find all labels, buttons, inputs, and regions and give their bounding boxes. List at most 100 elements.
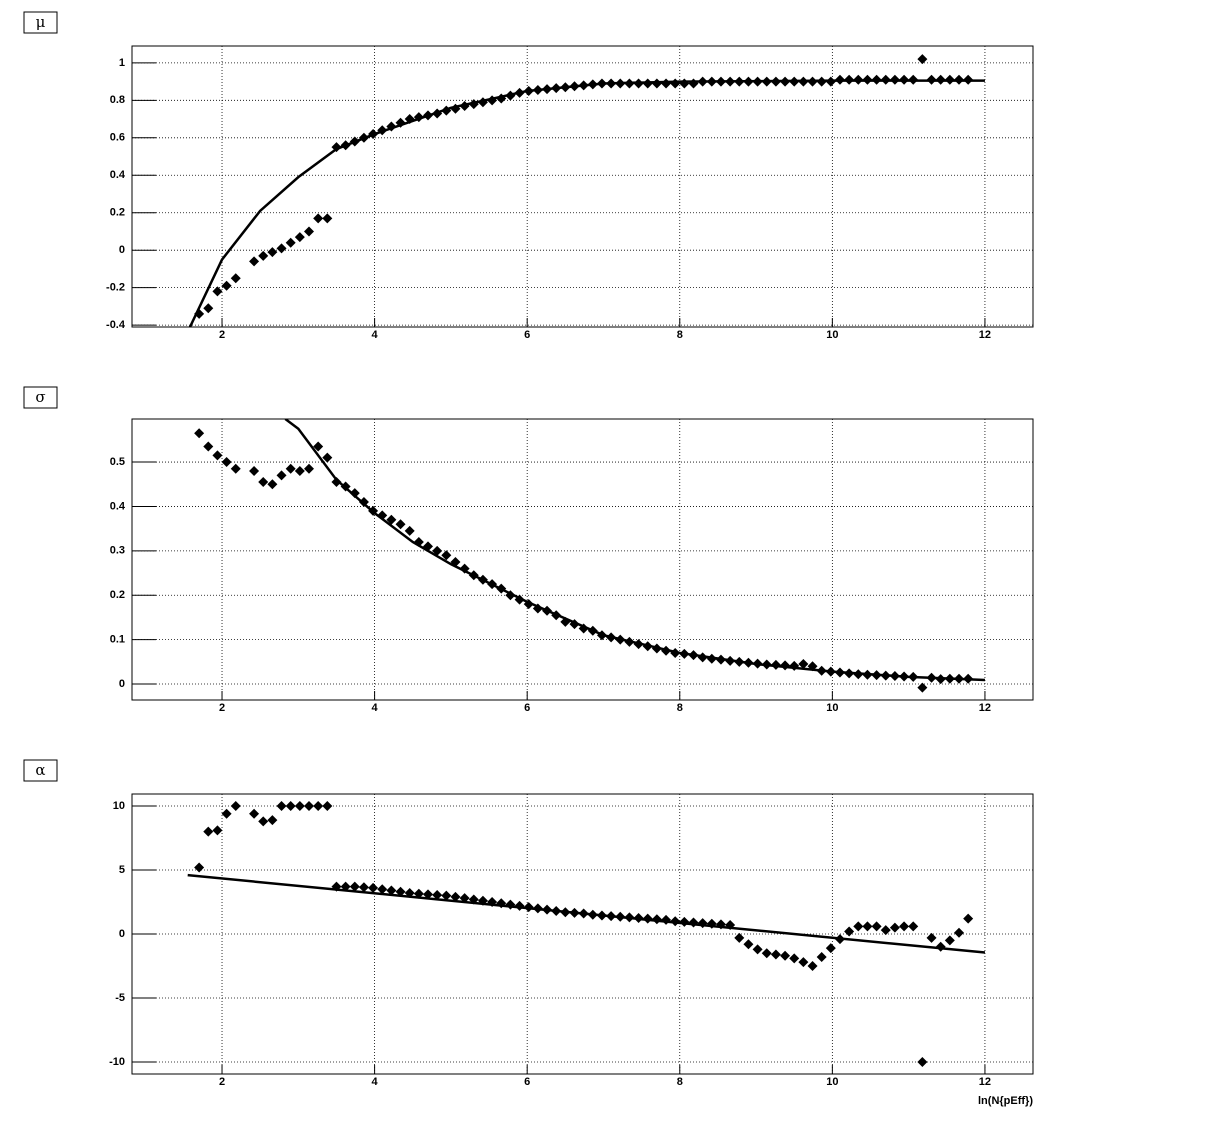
data-point [505,590,516,601]
data-point [899,921,910,932]
data-point [459,563,470,574]
data-point [322,452,333,463]
data-point [294,232,305,243]
data-point [825,943,836,954]
data-point [258,477,269,488]
x-tick-label: 2 [219,1076,225,1088]
data-point [715,654,726,665]
data-point [596,910,607,921]
data-point [368,129,379,140]
data-point [844,668,855,679]
data-point [578,80,589,91]
data-point [487,579,498,590]
data-point [761,948,772,959]
data-point [606,911,617,922]
data-point [752,658,763,669]
data-point [624,78,635,89]
data-point [532,903,543,914]
data-point [642,641,653,652]
data-point [935,74,946,85]
data-point [816,952,827,963]
data-point [679,648,690,659]
data-point [834,74,845,85]
data-point [780,950,791,961]
data-point [825,666,836,677]
data-point [899,671,910,682]
y-tick-label: 0 [119,928,125,940]
data-point [670,647,681,658]
data-point [194,428,205,439]
data-point [734,76,745,87]
panel-label: α [35,761,45,779]
data-point [697,918,708,929]
data-point [953,927,964,938]
data-point [523,85,534,96]
data-point [450,103,461,114]
data-point [642,913,653,924]
data-point [313,441,324,452]
data-point [285,463,296,474]
data-point [871,670,882,681]
data-point [212,450,223,461]
x-tick-label: 10 [826,329,838,341]
data-point [825,76,836,87]
data-point [523,599,534,610]
data-point [413,112,424,123]
data-point [587,79,598,90]
data-point [871,921,882,932]
data-point [889,74,900,85]
data-point [688,917,699,928]
data-point [386,514,397,525]
data-point [816,665,827,676]
data-point [834,667,845,678]
x-tick-label: 10 [826,1076,838,1088]
panel-label: σ [35,388,45,406]
panel-label-box [23,386,58,409]
plot-frame [131,418,1034,701]
data-point [715,76,726,87]
data-point [944,74,955,85]
data-point [807,661,818,672]
data-point [496,93,507,104]
data-point [258,816,269,827]
data-point [569,907,580,918]
data-point [615,911,626,922]
data-point [844,926,855,937]
data-point [661,78,672,89]
data-point [615,78,626,89]
data-point [459,100,470,111]
data-point [203,303,214,314]
data-point [358,132,369,143]
data-point [935,941,946,952]
data-point [633,639,644,650]
data-point [661,914,672,925]
y-tick-label: 0.3 [110,545,125,557]
data-point [743,76,754,87]
data-point [560,616,571,627]
data-point [212,825,223,836]
data-point [267,479,278,490]
x-tick-label: 4 [372,329,379,341]
data-point [606,632,617,643]
data-point [285,801,296,812]
data-point [294,465,305,476]
data-point [505,90,516,101]
data-point [725,76,736,87]
data-point [432,889,443,900]
data-point [404,114,415,125]
data-point [697,652,708,663]
data-point [715,919,726,930]
y-tick-label: 0.8 [110,94,125,106]
data-point [862,669,873,680]
y-tick-label: 0.4 [110,169,126,181]
data-point [670,78,681,89]
y-tick-label: -10 [109,1056,125,1068]
data-point [761,76,772,87]
data-point [633,78,644,89]
data-point [340,481,351,492]
data-point [953,74,964,85]
data-point [798,76,809,87]
data-point [661,645,672,656]
panel-label-box [23,11,58,34]
y-tick-label: 5 [119,864,125,876]
